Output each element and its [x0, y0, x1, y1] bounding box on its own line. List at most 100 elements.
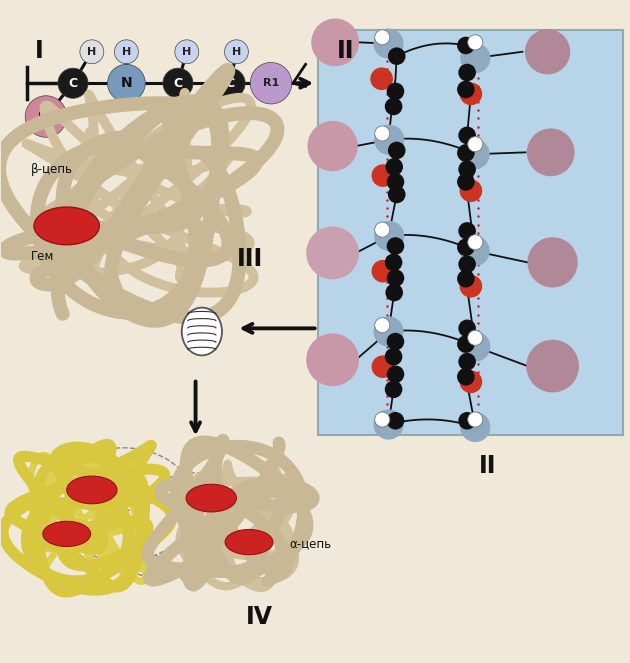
Text: II: II — [337, 39, 355, 63]
Circle shape — [457, 81, 474, 98]
Circle shape — [374, 316, 404, 347]
Circle shape — [375, 30, 390, 45]
Circle shape — [459, 139, 490, 169]
Circle shape — [460, 332, 490, 362]
Circle shape — [458, 127, 476, 144]
Circle shape — [457, 368, 474, 386]
Text: I: I — [35, 39, 44, 63]
Circle shape — [526, 339, 579, 392]
Circle shape — [457, 270, 474, 288]
Circle shape — [457, 239, 474, 256]
Circle shape — [458, 64, 476, 82]
Circle shape — [458, 320, 476, 337]
Circle shape — [387, 173, 404, 191]
Circle shape — [372, 260, 394, 282]
Circle shape — [527, 129, 575, 176]
Circle shape — [108, 64, 146, 102]
Text: β-цепь: β-цепь — [31, 163, 73, 176]
Circle shape — [527, 237, 578, 288]
Ellipse shape — [181, 308, 222, 355]
Circle shape — [370, 68, 393, 90]
Circle shape — [458, 412, 476, 430]
Ellipse shape — [43, 521, 91, 546]
Text: R1: R1 — [263, 78, 279, 88]
Text: N: N — [120, 76, 132, 90]
Circle shape — [460, 43, 490, 73]
Circle shape — [374, 29, 404, 59]
Circle shape — [80, 40, 104, 64]
Text: H: H — [87, 47, 96, 57]
Text: IV: IV — [246, 605, 273, 629]
Circle shape — [58, 68, 88, 98]
Circle shape — [375, 412, 390, 427]
Text: Гем: Гем — [31, 249, 54, 263]
Circle shape — [458, 222, 476, 240]
Circle shape — [459, 83, 482, 105]
Circle shape — [372, 355, 394, 378]
Text: C: C — [69, 77, 77, 90]
Circle shape — [525, 29, 570, 74]
Circle shape — [375, 126, 390, 141]
Text: II: II — [479, 454, 496, 478]
Circle shape — [388, 142, 406, 159]
Circle shape — [250, 62, 292, 104]
Circle shape — [387, 333, 404, 350]
Circle shape — [386, 284, 403, 301]
Circle shape — [215, 68, 245, 98]
Circle shape — [385, 381, 403, 398]
Ellipse shape — [34, 207, 100, 245]
Circle shape — [375, 318, 390, 333]
Circle shape — [387, 365, 404, 383]
Circle shape — [307, 121, 358, 171]
Circle shape — [387, 83, 404, 100]
Circle shape — [175, 40, 198, 64]
Circle shape — [467, 34, 483, 50]
Ellipse shape — [186, 484, 236, 512]
Circle shape — [459, 371, 482, 393]
Circle shape — [385, 97, 403, 115]
Circle shape — [459, 180, 482, 202]
Text: O: O — [181, 113, 192, 125]
Text: III: III — [236, 247, 263, 271]
Circle shape — [306, 227, 359, 279]
Circle shape — [25, 95, 67, 137]
Text: α-цепь: α-цепь — [290, 538, 332, 550]
Circle shape — [374, 410, 404, 440]
Text: C: C — [173, 77, 183, 90]
Circle shape — [372, 164, 394, 187]
Circle shape — [306, 333, 359, 386]
Circle shape — [459, 275, 482, 298]
Bar — [318, 30, 623, 435]
Circle shape — [173, 105, 200, 133]
Circle shape — [385, 253, 403, 271]
Circle shape — [374, 221, 404, 251]
Circle shape — [387, 237, 404, 255]
Circle shape — [387, 412, 404, 430]
Text: R2: R2 — [38, 111, 54, 121]
Circle shape — [457, 36, 474, 54]
Ellipse shape — [67, 476, 117, 504]
Text: H: H — [232, 47, 241, 57]
Circle shape — [467, 137, 483, 152]
Circle shape — [388, 186, 406, 204]
Circle shape — [467, 235, 483, 250]
Text: H: H — [122, 47, 131, 57]
Circle shape — [115, 40, 139, 64]
Circle shape — [386, 158, 403, 176]
Text: H: H — [182, 47, 192, 57]
Circle shape — [387, 269, 404, 287]
Circle shape — [457, 144, 474, 162]
Ellipse shape — [225, 530, 273, 555]
Circle shape — [458, 353, 476, 371]
Circle shape — [374, 125, 404, 155]
Circle shape — [458, 160, 476, 178]
Circle shape — [375, 222, 390, 237]
Circle shape — [224, 40, 248, 64]
Circle shape — [467, 330, 483, 345]
Circle shape — [163, 68, 193, 98]
Circle shape — [388, 47, 406, 65]
Circle shape — [458, 255, 476, 273]
Text: C: C — [226, 77, 235, 90]
Circle shape — [460, 412, 490, 442]
Circle shape — [467, 412, 483, 427]
